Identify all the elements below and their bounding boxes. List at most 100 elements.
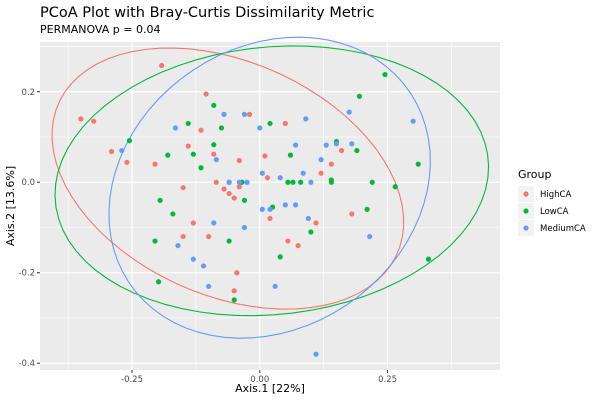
point-highca [285,238,291,244]
y-tick-label: 0.2 [21,88,35,98]
point-lowca [211,142,217,148]
point-lowca [157,197,163,203]
point-lowca [198,165,204,171]
legend-swatch-mediumca [523,225,529,231]
point-lowca [241,197,248,203]
legend-item-lowca: LowCA [518,203,569,219]
point-highca [338,147,345,154]
point-mediumca [292,142,299,148]
legend-items: HighCA LowCA MediumCA [518,186,586,236]
point-highca [203,91,209,97]
point-lowca [369,179,375,185]
point-mediumca [300,170,306,176]
point-lowca [165,152,171,158]
point-mediumca [346,109,352,115]
point-lowca [226,238,232,244]
point-highca [264,175,271,181]
point-highca [185,143,191,149]
point-highca [198,127,204,133]
point-lowca [328,177,334,183]
point-mediumca [303,116,309,122]
x-axis-title: Axis.1 [22%] [235,382,305,395]
point-highca [190,220,196,226]
point-lowca [287,152,294,158]
tick-layer: -0.25 0.00 0.25 0.2 0.0 -0.2 -0.4 [18,88,397,385]
point-lowca [231,297,237,303]
point-lowca [185,120,191,127]
point-highca [234,270,240,276]
point-lowca [415,161,421,167]
chart-title: PCoA Plot with Bray-Curtis Dissimilarity… [40,5,374,21]
point-mediumca [305,215,311,222]
point-highca [295,242,301,249]
point-lowca [218,125,225,131]
legend-item-highca: HighCA [518,186,571,202]
point-mediumca [175,242,181,249]
point-highca [236,157,242,164]
point-lowca [382,71,388,78]
point-highca [152,161,158,167]
ellipse-layer [51,36,490,339]
point-mediumca [213,157,219,163]
point-mediumca [333,141,340,147]
point-lowca [152,238,158,244]
point-lowca [392,184,398,190]
point-mediumca [119,147,125,154]
point-mediumca [323,142,329,148]
y-tick-label: -0.2 [18,269,35,279]
point-highca [159,62,165,69]
point-highca [91,118,97,124]
point-mediumca [277,175,283,181]
point-highca [124,159,130,165]
point-lowca [308,229,314,235]
y-axis-title: Axis.2 [13.6%] [4,166,17,246]
point-mediumca [349,141,355,147]
point-highca [328,161,334,167]
point-mediumca [318,157,324,163]
x-tick-label: -0.25 [121,375,143,385]
legend-label-mediumca: MediumCA [540,224,586,234]
point-lowca [354,147,360,154]
point-mediumca [267,206,273,212]
point-mediumca [259,170,265,176]
point-lowca [425,256,432,262]
point-lowca [126,138,133,144]
point-mediumca [244,179,250,185]
y-tick-label: 0.0 [21,178,35,188]
point-mediumca [200,263,207,269]
legend: Group HighCA LowCA MediumCA [518,168,586,236]
point-mediumca [313,351,319,357]
point-highca [236,184,242,190]
point-mediumca [226,179,232,185]
x-tick-label: 0.00 [250,375,269,385]
point-highca [267,215,273,222]
point-highca [206,233,212,240]
point-highca [180,233,186,240]
legend-swatch-lowca [523,208,529,214]
ellipse-lowca [54,45,490,317]
legend-label-highca: HighCA [540,190,571,200]
point-lowca [277,254,283,260]
legend-title: Group [518,168,552,181]
y-tick-label: -0.4 [18,359,35,369]
point-highca [262,153,268,159]
point-highca [108,148,115,155]
point-lowca [285,179,291,185]
point-highca [78,116,84,122]
point-lowca [155,279,162,285]
point-lowca [356,93,363,99]
point-highca [221,186,227,192]
ellipse-mediumca [108,36,431,339]
point-mediumca [257,125,263,131]
legend-swatch-highca [523,191,529,197]
point-mediumca [236,179,242,185]
point-mediumca [308,179,314,185]
point-mediumca [272,283,278,289]
point-mediumca [172,125,179,131]
legend-item-mediumca: MediumCA [518,220,586,236]
point-highca [231,195,237,201]
point-highca [318,170,324,176]
point-mediumca [367,233,373,240]
point-mediumca [206,283,212,289]
